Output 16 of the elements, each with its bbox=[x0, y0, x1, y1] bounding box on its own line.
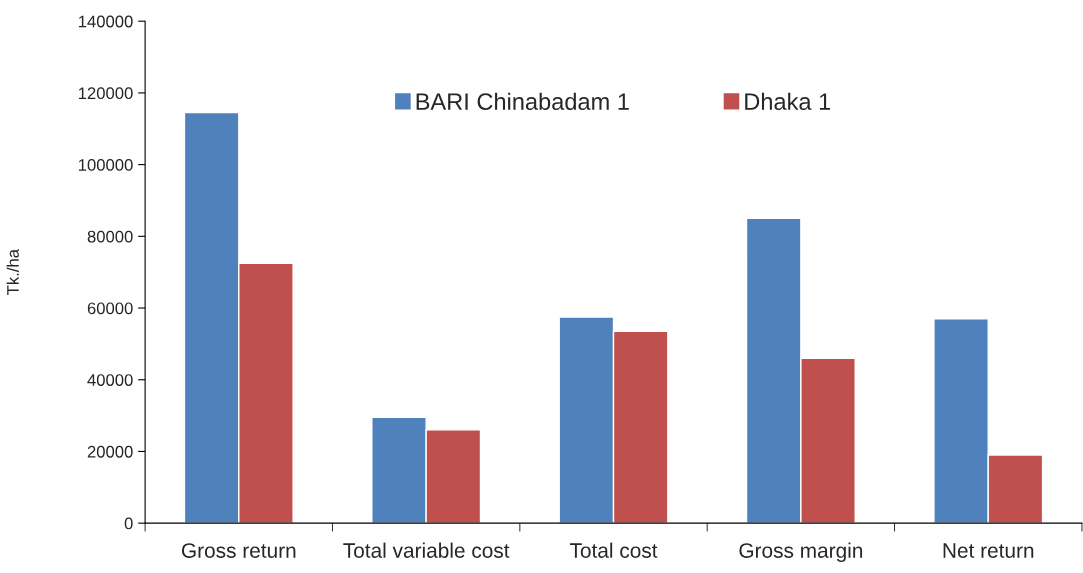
y-axis-title: Tk./ha bbox=[6, 249, 19, 295]
y-tick-label: 40000 bbox=[87, 374, 133, 386]
x-tick-label: Total variable cost bbox=[343, 542, 510, 558]
x-tick-label: Gross margin bbox=[739, 542, 863, 563]
x-tick-label: Total cost bbox=[569, 542, 658, 558]
y-tick-label: 80000 bbox=[87, 230, 133, 243]
y-tick-label: 20000 bbox=[87, 445, 133, 458]
y-tick-label: 140000 bbox=[78, 15, 133, 28]
x-tick-label: Gross return bbox=[181, 543, 296, 558]
y-tick-label: 120000 bbox=[78, 87, 133, 100]
y-tick-label: 60000 bbox=[87, 302, 133, 315]
x-tick-label: Net return bbox=[943, 543, 1034, 558]
legend-label: Dhaka 1 bbox=[745, 92, 831, 110]
legend-label: BARI Chinabadam 1 bbox=[416, 92, 629, 110]
y-tick-label: 0 bbox=[124, 517, 133, 530]
y-tick-label: 100000 bbox=[78, 159, 133, 171]
